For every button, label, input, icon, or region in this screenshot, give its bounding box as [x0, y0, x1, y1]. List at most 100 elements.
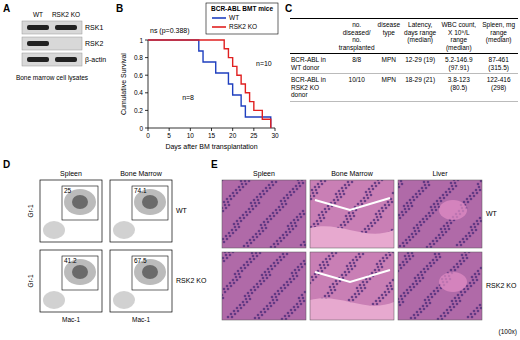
- nucleus: [294, 269, 297, 272]
- nucleus: [409, 239, 412, 242]
- nucleus: [360, 200, 363, 203]
- nucleus: [424, 299, 427, 302]
- nucleus: [296, 188, 299, 191]
- nucleus: [399, 245, 402, 248]
- nucleus: [472, 192, 475, 195]
- nucleus: [459, 241, 462, 244]
- nucleus: [470, 226, 473, 229]
- nucleus: [366, 281, 369, 284]
- nucleus: [385, 254, 388, 257]
- nucleus: [291, 272, 294, 275]
- nucleus: [416, 196, 419, 199]
- tissue-background: [310, 180, 394, 248]
- nucleus: [313, 195, 316, 198]
- nucleus: [421, 274, 424, 277]
- nucleus: [387, 201, 390, 204]
- header-row: no. diseased/ no. transplanteddisease ty…: [290, 19, 518, 54]
- nucleus: [290, 281, 293, 284]
- nucleus: [331, 252, 334, 254]
- nucleus: [470, 198, 473, 201]
- nucleus: [344, 224, 347, 227]
- nucleus: [366, 194, 369, 197]
- nucleus: [245, 298, 248, 301]
- x-tick: [211, 128, 212, 131]
- nucleus: [251, 252, 254, 254]
- nucleus: [407, 205, 410, 208]
- nucleus: [285, 203, 288, 206]
- nucleus: [360, 287, 363, 290]
- nucleus: [247, 245, 250, 248]
- nucleus: [234, 226, 237, 229]
- nucleus: [423, 181, 426, 184]
- row-label: RSK1: [85, 24, 103, 31]
- nucleus: [280, 287, 283, 290]
- nucleus: [367, 197, 370, 200]
- nucleus: [256, 255, 259, 258]
- x-tick-label: 0: [146, 132, 150, 139]
- image-frame: [222, 252, 306, 320]
- nucleus: [417, 227, 420, 230]
- nucleus: [295, 272, 298, 275]
- nucleus: [381, 207, 384, 210]
- table-cell: 18-29 (21): [402, 74, 438, 102]
- nucleus: [296, 303, 299, 306]
- nucleus: [376, 216, 379, 219]
- nucleus: [272, 184, 275, 187]
- nucleus: [399, 304, 402, 307]
- nucleus: [477, 270, 480, 273]
- table-cell: MPN: [376, 74, 403, 102]
- nucleus: [340, 196, 343, 199]
- nucleus: [312, 279, 315, 282]
- nucleus: [249, 298, 252, 301]
- tissue-background: [310, 252, 394, 320]
- nucleus: [460, 263, 463, 266]
- nucleus: [289, 191, 292, 194]
- nucleus: [426, 246, 429, 248]
- nucleus: [235, 229, 238, 232]
- nucleus: [236, 220, 239, 223]
- figure: AWTRSK2 KORSK1RSK2β-actinBone marrow cel…: [0, 0, 520, 340]
- nucleus: [425, 215, 428, 218]
- nucleus: [244, 267, 247, 270]
- nucleus: [300, 263, 303, 266]
- nucleus: [297, 219, 300, 222]
- gate: [132, 186, 168, 220]
- histology-image: [222, 180, 306, 248]
- nucleus: [283, 197, 286, 200]
- nucleus: [229, 282, 232, 285]
- panel-label: C: [285, 3, 292, 14]
- y-axis-title: Gr-1: [27, 274, 34, 287]
- nucleus: [238, 186, 241, 189]
- nucleus: [390, 285, 393, 288]
- nucleus: [263, 308, 266, 311]
- nucleus: [353, 215, 356, 218]
- nucleus: [239, 304, 242, 307]
- nucleus: [265, 187, 268, 190]
- density-cloud: [43, 221, 65, 239]
- nucleus: [434, 293, 437, 296]
- nucleus: [230, 198, 233, 201]
- nucleus: [351, 268, 354, 271]
- nucleus: [408, 208, 411, 211]
- table-cell: 5.2-146.9 (97.91): [438, 54, 479, 74]
- y-tick: [145, 92, 148, 93]
- nucleus: [345, 274, 348, 277]
- nucleus: [391, 288, 394, 291]
- nucleus: [469, 195, 472, 198]
- nucleus: [317, 223, 320, 226]
- nucleus: [402, 301, 405, 304]
- nucleus: [456, 244, 459, 247]
- nucleus: [403, 292, 406, 295]
- header-cell: disease type: [376, 19, 403, 54]
- nucleus: [432, 240, 435, 243]
- blot-strip: [22, 21, 82, 34]
- histology-image: [310, 180, 394, 248]
- nucleus: [427, 296, 430, 299]
- nucleus: [434, 253, 437, 256]
- nucleus: [267, 268, 270, 271]
- row-label: β-actin: [85, 56, 106, 64]
- nucleus: [412, 283, 415, 286]
- nucleus: [430, 246, 433, 248]
- nucleus: [463, 241, 466, 244]
- nucleus: [290, 194, 293, 197]
